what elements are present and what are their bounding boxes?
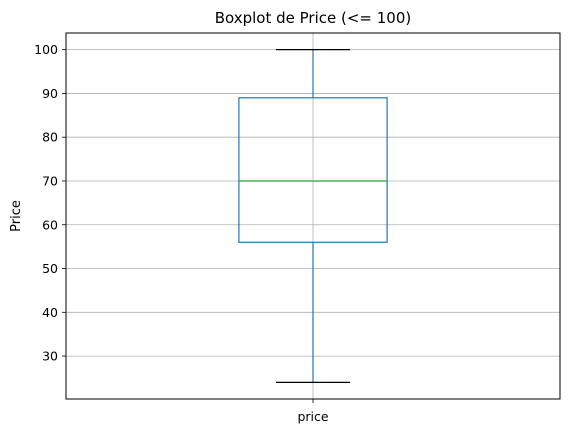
chart-title: Boxplot de Price (<= 100)	[215, 9, 412, 27]
x-tick-label: price	[297, 409, 328, 424]
y-tick-label: 70	[42, 173, 58, 188]
y-axis-ticks: 30 40 50 60 70 80 90 100	[34, 42, 66, 364]
y-tick-label: 100	[34, 42, 58, 57]
y-tick-label: 60	[42, 217, 58, 232]
x-axis-ticks: price	[297, 399, 329, 424]
y-tick-label: 80	[42, 130, 58, 145]
box-plot	[238, 49, 388, 383]
y-tick-label: 90	[42, 86, 58, 101]
y-tick-label: 40	[42, 305, 58, 320]
y-axis-label: Price	[9, 200, 24, 232]
y-tick-label: 30	[42, 349, 58, 364]
box-iqr	[238, 97, 388, 243]
y-tick-label: 50	[42, 261, 58, 276]
